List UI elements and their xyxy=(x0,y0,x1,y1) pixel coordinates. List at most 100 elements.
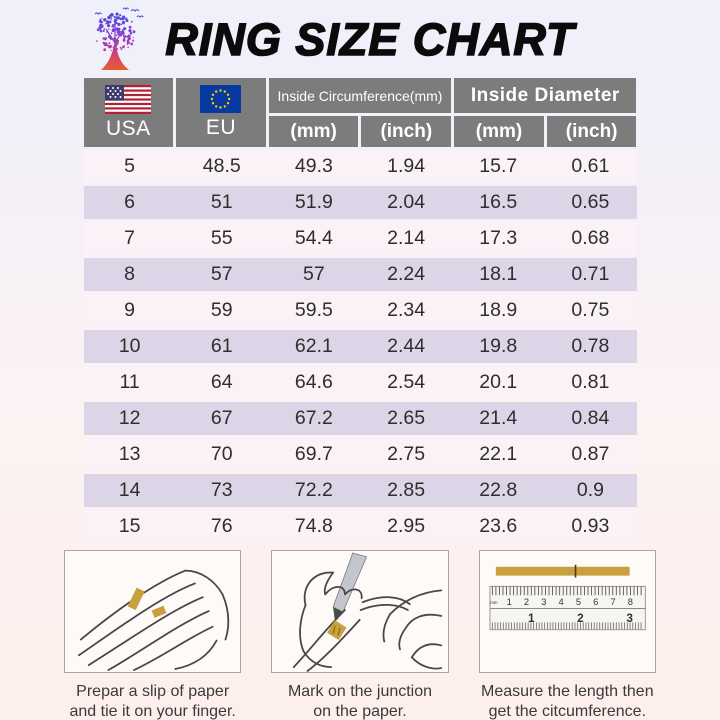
table-row: 9 59 59.5 2.34 18.9 0.75 xyxy=(83,294,637,327)
header: RING SIZE CHART xyxy=(0,0,690,76)
table-cell: 57 xyxy=(210,263,233,285)
svg-text:8: 8 xyxy=(627,597,632,607)
table-cell: 72.2 xyxy=(294,479,333,501)
table-row: 11 64 64.6 2.54 20.1 0.81 xyxy=(83,366,637,399)
table-cell: 2.24 xyxy=(387,263,426,285)
hand-with-paper-strip-icon xyxy=(77,569,230,671)
table-cell: 0.93 xyxy=(571,515,610,537)
instruction-image-3: mm 1 2 3 4 5 6 7 8 1 2 3 xyxy=(478,550,656,673)
table-row: 15 76 74.8 2.95 23.6 0.93 xyxy=(83,510,637,543)
eu-header-cell: EU xyxy=(176,78,266,147)
table-cell: 2.54 xyxy=(387,371,426,393)
table-cell: 73 xyxy=(210,479,233,501)
table-cell: 59.5 xyxy=(294,299,333,321)
table-row: 8 57 57 2.24 18.1 0.71 xyxy=(83,258,637,291)
table-cell: 0.81 xyxy=(571,371,610,393)
pen-icon xyxy=(332,552,368,613)
table-cell: 0.9 xyxy=(576,479,604,501)
table-cell: 18.1 xyxy=(479,263,518,285)
table-cell: 6 xyxy=(124,191,135,213)
eu-label: EU xyxy=(205,116,237,139)
circumference-mm-header: (mm) xyxy=(268,116,359,147)
table-row: 5 48.5 49.3 1.94 15.7 0.61 xyxy=(83,150,637,183)
table-cell: 48.5 xyxy=(202,155,241,177)
table-cell: 23.6 xyxy=(479,515,518,537)
tree-branches xyxy=(105,21,125,44)
table-cell: 22.1 xyxy=(479,443,518,465)
svg-text:2: 2 xyxy=(577,611,584,625)
table-row: 14 73 72.2 2.85 22.8 0.9 xyxy=(83,474,637,507)
paper-strip-flat xyxy=(495,566,630,576)
tree-trunk xyxy=(101,40,130,70)
table-cell: 59 xyxy=(210,299,233,321)
caption-line: on the paper. xyxy=(313,703,407,720)
diameter-inch-header: (inch) xyxy=(546,116,637,147)
table-cell: 55 xyxy=(210,227,233,249)
table-cell: 2.85 xyxy=(387,479,426,501)
table-cell: 64 xyxy=(210,371,233,393)
paper-strip xyxy=(127,587,145,611)
table-cell: 0.78 xyxy=(571,335,610,357)
table-header: USA EU Inside Circumference(mm) xyxy=(83,78,637,147)
svg-text:1: 1 xyxy=(528,611,535,625)
caption-line: Prepar a slip of paper xyxy=(76,683,230,700)
table-cell: 0.75 xyxy=(571,299,610,321)
instruction-caption-3: Measure the length then get the citcumfe… xyxy=(481,682,654,720)
svg-text:4: 4 xyxy=(558,597,563,607)
table-cell: 0.71 xyxy=(571,263,610,285)
caption-line: Measure the length then xyxy=(481,683,654,700)
instruction-image-1 xyxy=(64,550,242,673)
usa-flag-icon xyxy=(105,84,152,114)
pen-marking-junction-icon xyxy=(293,552,443,672)
caption-line: get the citcumference. xyxy=(488,703,647,720)
table-cell: 8 xyxy=(124,263,135,285)
junction-marks xyxy=(332,625,341,636)
table-cell: 19.8 xyxy=(479,335,518,357)
table-cell: 13 xyxy=(118,443,141,465)
table-cell: 18.9 xyxy=(479,299,518,321)
ruler-measuring-strip-icon: mm 1 2 3 4 5 6 7 8 1 2 3 xyxy=(489,564,646,631)
pen-tip xyxy=(333,607,344,622)
table-cell: 22.8 xyxy=(479,479,518,501)
ruler-inch-numbers: 1 2 3 xyxy=(528,611,633,625)
table-cell: 2.75 xyxy=(387,443,426,465)
svg-text:1: 1 xyxy=(506,597,511,607)
instruction-panel-3: mm 1 2 3 4 5 6 7 8 1 2 3 xyxy=(478,550,656,720)
table-cell: 49.3 xyxy=(294,155,333,177)
table-cell: 67 xyxy=(210,407,233,429)
diameter-mm-header: (mm) xyxy=(454,116,544,147)
table-cell: 2.44 xyxy=(387,335,426,357)
table-cell: 17.3 xyxy=(479,227,518,249)
ruler-cm-numbers: mm 1 2 3 4 5 6 7 8 xyxy=(490,597,633,607)
table-cell: 51 xyxy=(210,191,233,213)
tree-logo-icon xyxy=(94,7,145,70)
instruction-image-2 xyxy=(271,550,449,673)
table-cell: 67.2 xyxy=(294,407,333,429)
svg-text:5: 5 xyxy=(576,597,581,607)
table-cell: 7 xyxy=(124,227,135,249)
table-cell: 20.1 xyxy=(479,371,518,393)
table-cell: 9 xyxy=(124,299,135,321)
caption-line: and tie it on your finger. xyxy=(69,703,236,720)
table-cell: 62.1 xyxy=(294,335,333,357)
svg-text:7: 7 xyxy=(610,597,615,607)
table-cell: 0.84 xyxy=(571,407,610,429)
table-cell: 76 xyxy=(210,515,233,537)
instruction-panel-1: Prepar a slip of paper and tie it on you… xyxy=(64,550,242,720)
paper-ring-band xyxy=(327,620,347,641)
table-cell: 51.9 xyxy=(294,191,333,213)
table-row: 13 70 69.7 2.75 22.1 0.87 xyxy=(83,438,637,471)
caption-line: Mark on the junction xyxy=(287,683,433,700)
table-cell: 10 xyxy=(118,335,141,357)
table-cell: 2.95 xyxy=(387,515,426,537)
ruler-unit-label: mm xyxy=(490,600,498,605)
table-cell: 64.6 xyxy=(294,371,333,393)
table-cell: 2.14 xyxy=(387,227,426,249)
table-cell: 0.61 xyxy=(571,155,610,177)
table-cell: 57 xyxy=(303,263,325,285)
eu-flag-icon xyxy=(200,85,242,113)
table-cell: 2.34 xyxy=(387,299,426,321)
instruction-panel-2: Mark on the junction on the paper. xyxy=(271,550,449,720)
svg-text:3: 3 xyxy=(626,611,633,625)
